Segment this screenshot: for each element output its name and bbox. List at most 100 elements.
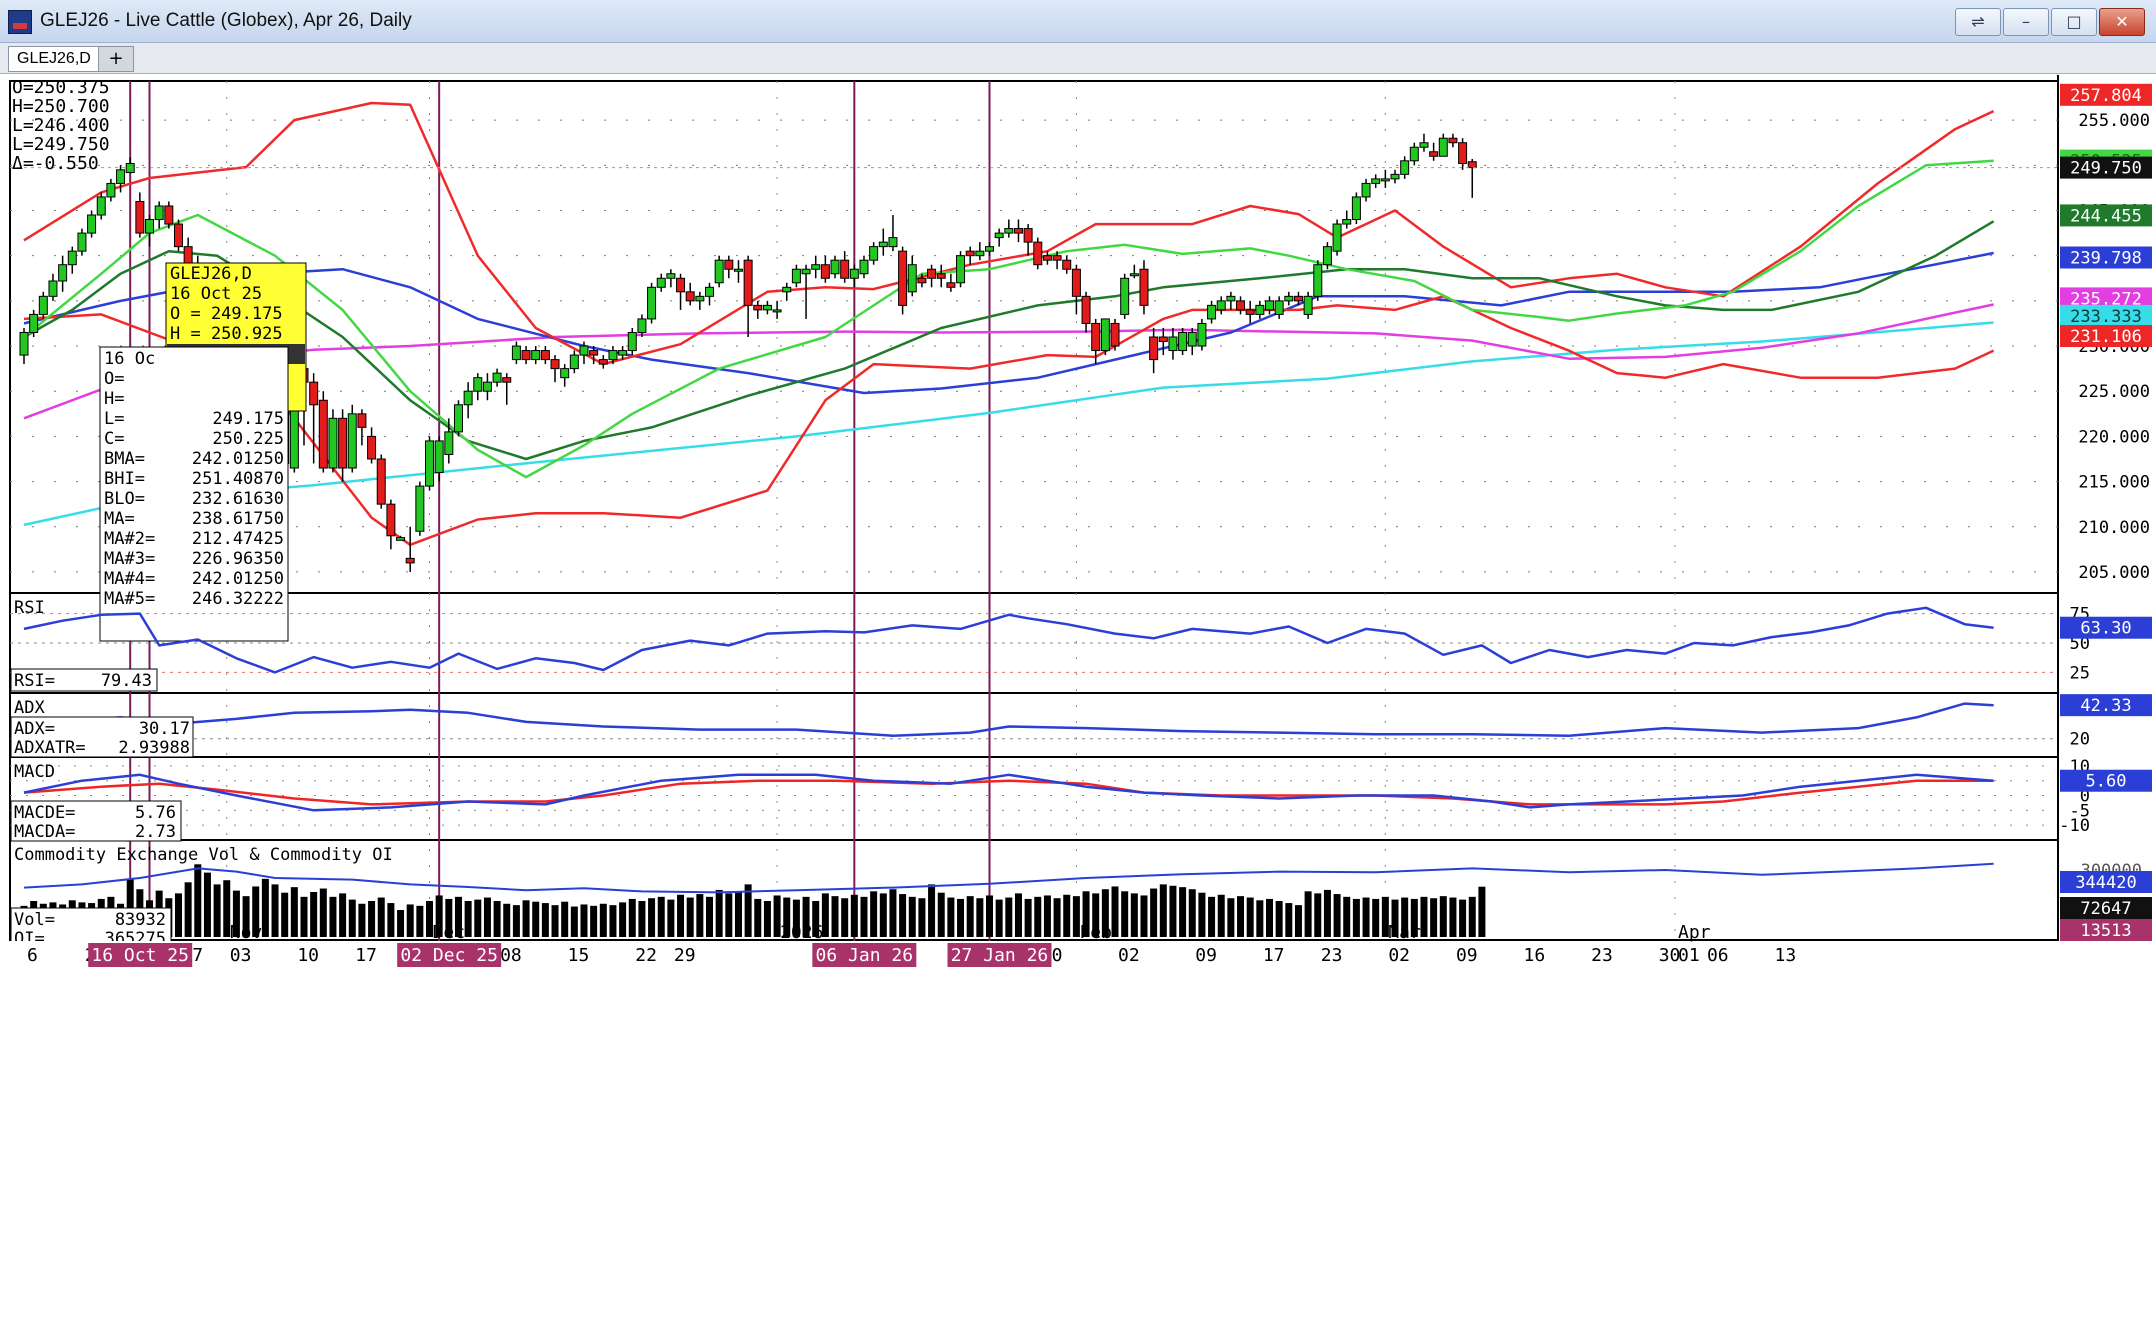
volume-bar — [454, 896, 462, 937]
close-button[interactable]: ✕ — [2099, 8, 2145, 36]
candle-body — [116, 169, 126, 184]
x-axis-month-label: Mar — [1388, 922, 1421, 943]
volume-bar — [1304, 891, 1312, 937]
candle-body — [936, 273, 946, 279]
volume-bar — [281, 892, 289, 937]
candle-body — [1448, 137, 1458, 144]
candle-body — [482, 381, 492, 392]
candle-body — [849, 268, 859, 279]
candle-body — [917, 277, 927, 284]
candle-body — [96, 196, 106, 216]
volume-bar — [1024, 898, 1032, 937]
ma-cyan-line — [23, 321, 1994, 527]
macd-readout-value: 2.73 — [135, 822, 176, 842]
minimize-button[interactable]: – — [2003, 8, 2049, 36]
data-window-value: 238.61750 — [192, 509, 284, 529]
volume-bar — [1459, 899, 1467, 937]
volume-bar — [1072, 896, 1080, 937]
price-tick-label: 205.000 — [2078, 563, 2150, 583]
volume-bar — [773, 895, 781, 937]
candle-body — [733, 268, 743, 272]
link-icon[interactable]: ⇌ — [1955, 8, 2001, 36]
candle-body — [1071, 268, 1081, 297]
candle-body — [1438, 137, 1448, 157]
volume-bar — [1237, 896, 1245, 937]
volume-bar — [754, 898, 762, 937]
candle-body — [656, 277, 666, 288]
ohlc-readout-line: Δ=-0.550 — [12, 153, 99, 174]
candle-body — [318, 399, 328, 469]
data-window-value: 212.47425 — [192, 529, 284, 549]
volume-bar — [1082, 891, 1090, 937]
rsi-readout-box — [10, 668, 158, 692]
candle-body — [705, 286, 715, 297]
volume-bar — [734, 892, 742, 937]
candle-body — [772, 309, 782, 313]
data-window-label: MA#3= — [104, 549, 155, 569]
data-window-date: 16 Oc — [104, 349, 155, 369]
candle-body — [1361, 182, 1371, 198]
chart-app-icon — [8, 10, 32, 34]
macd-readout-label: MACDE= — [14, 803, 75, 823]
x-axis-day-label: 09 — [1195, 945, 1217, 966]
price-tick-label: 225.000 — [2078, 382, 2150, 402]
volume-bar — [474, 899, 482, 937]
candle-body — [1168, 336, 1178, 352]
maximize-button[interactable]: □ — [2051, 8, 2097, 36]
candle-body — [878, 241, 888, 248]
volume-bar — [1275, 901, 1283, 937]
candle-body — [164, 205, 174, 225]
volume-bar — [599, 903, 607, 937]
macd-tick-label: -5 — [2070, 801, 2090, 821]
candle-body — [473, 377, 483, 392]
volume-bar — [512, 905, 520, 937]
volume-bar — [1198, 892, 1206, 937]
candle-body — [1129, 273, 1139, 277]
volume-bar — [1014, 893, 1022, 937]
candle-body — [173, 223, 183, 248]
adx-readout-label: ADXATR= — [14, 738, 86, 758]
ohlc-readout-line: O=250.375 — [12, 77, 110, 98]
candle-body — [647, 286, 657, 320]
volume-bar — [908, 896, 916, 937]
candle-body — [106, 182, 116, 198]
x-axis-day-label: 23 — [1591, 945, 1613, 966]
rsi-readout-value: 79.43 — [101, 671, 152, 691]
candle-body — [753, 304, 763, 311]
x-axis-day-label: 10 — [297, 945, 319, 966]
price-axis-tag-7: 231.106 — [2070, 327, 2142, 347]
candle-body — [762, 304, 772, 311]
candle-body — [453, 404, 463, 433]
volume-bar — [1111, 886, 1119, 937]
data-window-label: O= — [104, 369, 124, 389]
volume-bar — [310, 892, 318, 937]
tab-chart-glej26[interactable]: GLEJ26,D — [8, 46, 100, 72]
date-marker-tag-bg — [947, 943, 1052, 967]
macd-axis-tag-bg — [2060, 769, 2152, 792]
x-axis-day-label: 17 — [355, 945, 377, 966]
volume-bar — [1333, 894, 1341, 937]
volume-bar — [1352, 898, 1360, 937]
adx-readout-box — [10, 716, 194, 758]
volume-bar — [1140, 895, 1148, 937]
candle-body — [1409, 146, 1419, 162]
adx-title: ADX — [14, 698, 45, 718]
volume-bar — [657, 896, 665, 937]
ohlc-readout-line: H=250.700 — [12, 96, 110, 117]
volume-bar — [561, 901, 569, 937]
chart-area[interactable]: 255.000250.000245.000240.000235.000230.0… — [0, 75, 2156, 1317]
candle-body — [1284, 295, 1294, 302]
candle-body — [985, 246, 994, 252]
volume-bar — [706, 896, 714, 937]
candle-body — [685, 291, 695, 302]
price-axis-tag-2: 249.750 — [2070, 159, 2142, 179]
volume-bar — [1005, 897, 1013, 937]
candle-body — [1023, 228, 1033, 243]
volume-bar — [387, 903, 395, 937]
candle-body — [425, 440, 435, 487]
candle-body — [396, 537, 406, 541]
x-axis-day-label: 01 — [1678, 945, 1700, 966]
data-window-label: BHI= — [104, 469, 145, 489]
add-tab-button[interactable]: + — [98, 46, 134, 72]
x-axis-day-label: 23 — [1321, 945, 1343, 966]
